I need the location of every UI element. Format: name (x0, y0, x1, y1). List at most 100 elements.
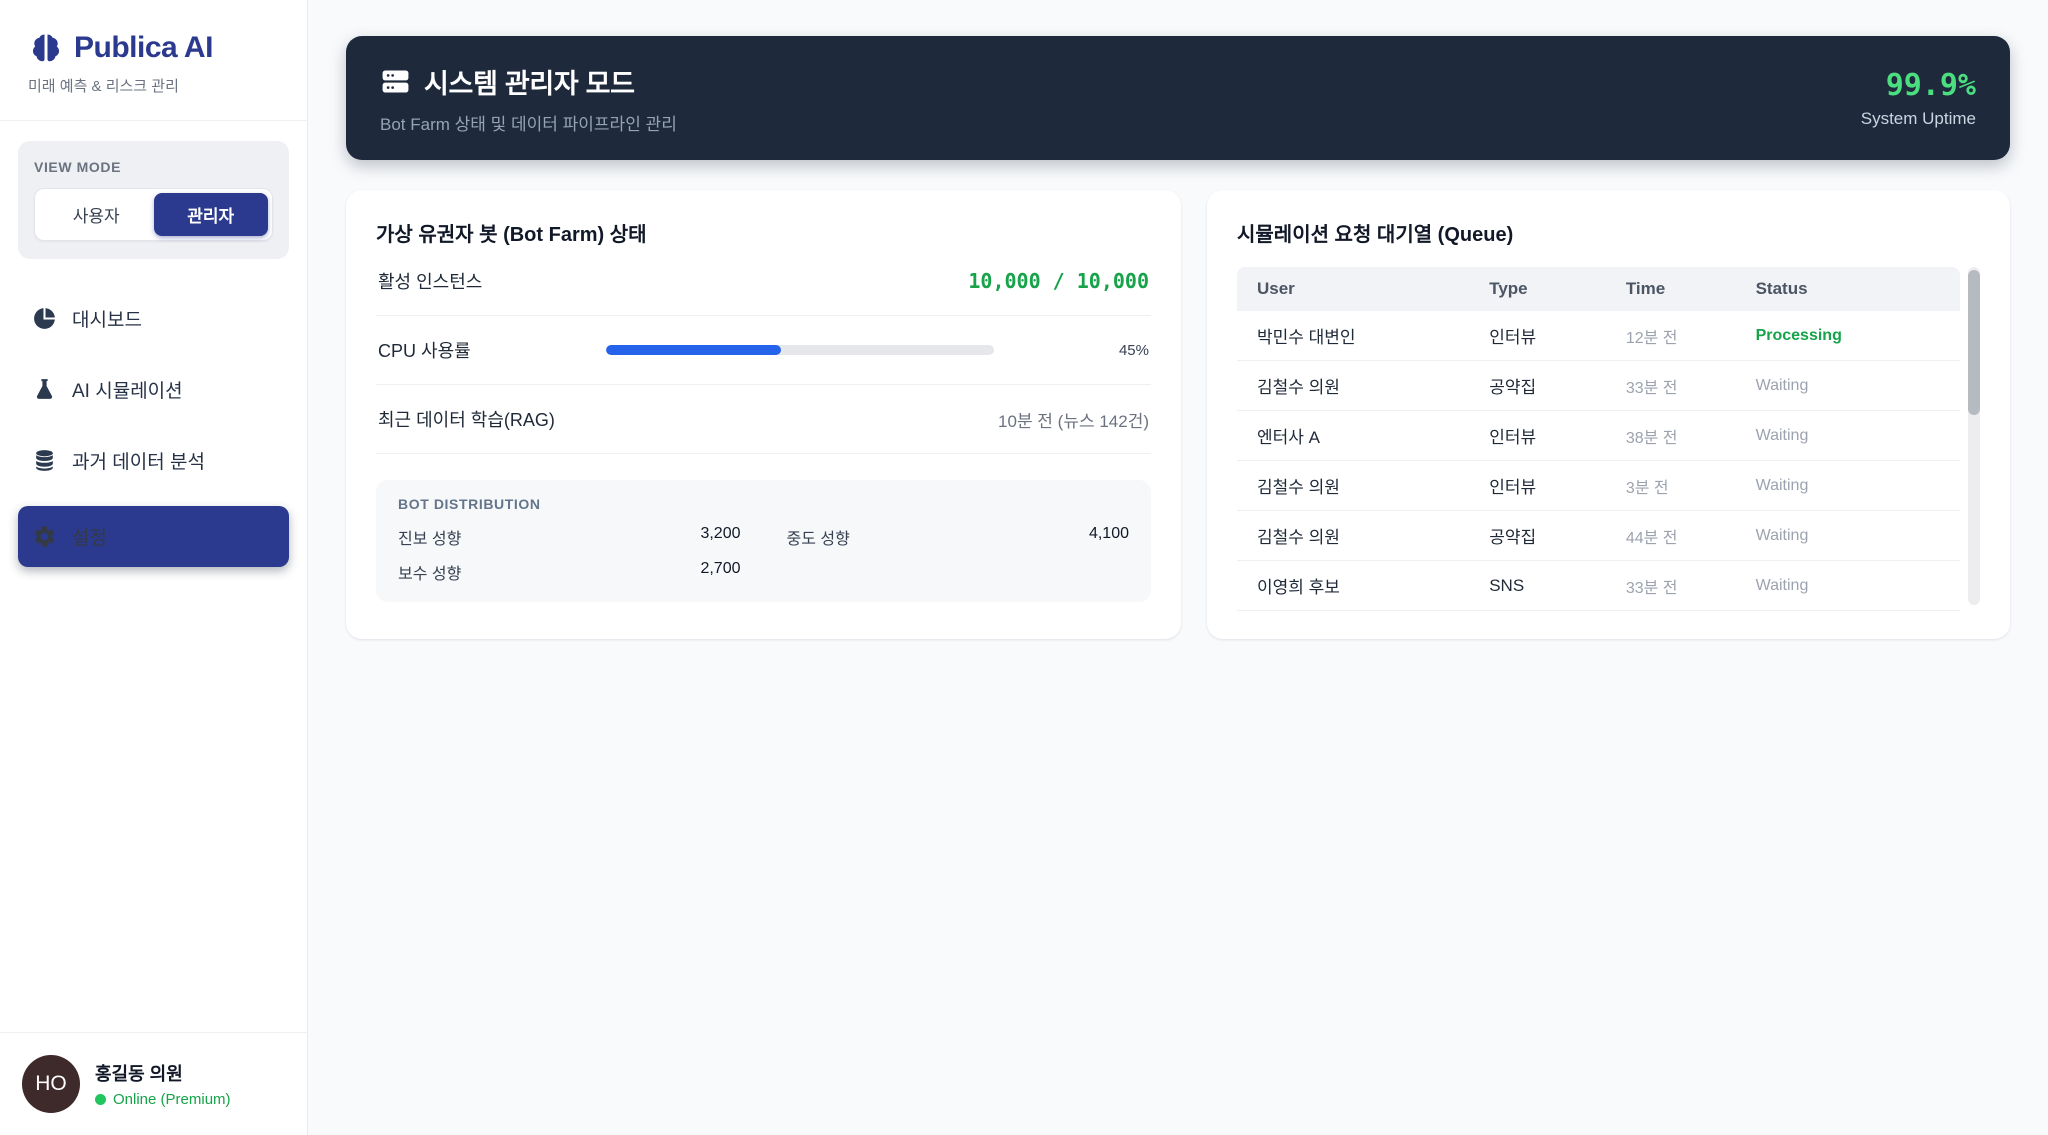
queue-table: User Type Time Status 박민수 대변인 인터뷰 12분 전 … (1237, 267, 1980, 611)
status-badge: Waiting (1755, 426, 1809, 444)
user-section: HO 홍길동 의원 Online (Premium) (0, 1032, 307, 1135)
column-header-user: User (1257, 279, 1295, 298)
sidebar-item-dashboard[interactable]: 대시보드 (18, 293, 289, 344)
table-row: 김철수 의원 인터뷰 3분 전 Waiting (1237, 461, 1960, 511)
sidebar-item-settings[interactable]: 설정 (18, 506, 289, 567)
user-status-label: Online (Premium) (113, 1091, 231, 1108)
flask-icon (32, 377, 57, 402)
distribution-value: 2,700 (700, 560, 741, 577)
cpu-percent-value: 45% (1118, 341, 1149, 359)
brain-icon (28, 30, 64, 66)
status-badge: Waiting (1755, 526, 1809, 544)
stat-row-rag: 최근 데이터 학습(RAG) 10분 전 (뉴스 142건) (376, 385, 1151, 454)
stat-label: CPU 사용률 (378, 341, 471, 361)
bot-distribution-box: BOT DISTRIBUTION 진보 성향 3,200 중도 성향 4,100… (376, 480, 1151, 602)
view-mode-label: VIEW MODE (34, 159, 122, 175)
stat-label: 최근 데이터 학습(RAG) (378, 410, 555, 430)
distribution-value: 4,100 (1088, 525, 1129, 542)
table-row: 엔터사 A 인터뷰 38분 전 Waiting (1237, 411, 1960, 461)
queue-type: 공약집 (1489, 528, 1537, 547)
sidebar-item-ai-simulation[interactable]: AI 시뮬레이션 (18, 364, 289, 415)
distribution-item-conservative: 보수 성향 2,700 (398, 560, 741, 584)
queue-type: SNS (1489, 575, 1525, 595)
sidebar-nav: 대시보드 AI 시뮬레이션 과거 데이터 분석 (0, 267, 307, 593)
queue-user: 김철수 의원 (1257, 478, 1340, 497)
table-row: 이영희 후보 SNS 33분 전 Waiting (1237, 561, 1960, 611)
queue-time: 44분 전 (1625, 529, 1678, 547)
distribution-label: 보수 성향 (398, 566, 462, 583)
sidebar-item-label: 설정 (72, 528, 107, 549)
pie-chart-icon (32, 306, 57, 331)
table-row: 김철수 의원 공약집 44분 전 Waiting (1237, 511, 1960, 561)
gear-icon (32, 524, 57, 549)
table-row: 김철수 의원 공약집 33분 전 Waiting (1237, 361, 1960, 411)
status-badge: Processing (1755, 326, 1842, 344)
page-subtitle: Bot Farm 상태 및 데이터 파이프라인 관리 (380, 114, 677, 134)
status-badge: Waiting (1755, 576, 1809, 594)
queue-time: 33분 전 (1625, 379, 1678, 397)
server-icon (380, 66, 411, 97)
queue-user: 김철수 의원 (1257, 528, 1340, 547)
cpu-progress-bar (606, 345, 994, 355)
sidebar-item-label: 과거 데이터 분석 (72, 452, 205, 473)
status-badge: Waiting (1755, 376, 1809, 394)
admin-mode-banner: 시스템 관리자 모드 Bot Farm 상태 및 데이터 파이프라인 관리 99… (346, 36, 2010, 160)
table-row: 박민수 대변인 인터뷰 12분 전 Processing (1237, 311, 1960, 361)
queue-scrollbar-track (1968, 267, 1980, 605)
queue-type: 인터뷰 (1489, 428, 1537, 447)
stat-row-cpu-usage: CPU 사용률 45% (376, 316, 1151, 385)
uptime-value: 99.9% (1885, 67, 1976, 103)
queue-user: 이영희 후보 (1257, 578, 1340, 597)
column-header-type: Type (1489, 279, 1528, 298)
distribution-label: 진보 성향 (398, 531, 462, 548)
sidebar-item-label: AI 시뮬레이션 (72, 381, 183, 402)
queue-type: 공약집 (1489, 378, 1537, 397)
user-status: Online (Premium) (95, 1091, 231, 1108)
stat-label: 활성 인스턴스 (378, 272, 483, 292)
avatar: HO (22, 1055, 80, 1113)
online-status-dot (95, 1094, 106, 1105)
distribution-item-progressive: 진보 성향 3,200 (398, 525, 741, 549)
cpu-progress-fill (606, 345, 781, 355)
queue-time: 38분 전 (1625, 429, 1678, 447)
queue-time: 12분 전 (1625, 329, 1678, 347)
rag-value: 10분 전 (뉴스 142건) (998, 411, 1149, 431)
view-mode-card: VIEW MODE 사용자 관리자 (18, 141, 289, 259)
main-content: 시스템 관리자 모드 Bot Farm 상태 및 데이터 파이프라인 관리 99… (308, 0, 2048, 1135)
brand-name: Publica AI (74, 31, 213, 64)
sidebar: Publica AI 미래 예측 & 리스크 관리 VIEW MODE 사용자 … (0, 0, 308, 1135)
queue-table-header: User Type Time Status (1237, 267, 1960, 311)
queue-card: 시뮬레이션 요청 대기열 (Queue) User Type Time Stat… (1207, 190, 2010, 639)
queue-time: 33분 전 (1625, 579, 1678, 597)
uptime-label: System Uptime (1860, 108, 1976, 128)
page-title: 시스템 관리자 모드 (424, 68, 635, 99)
queue-title: 시뮬레이션 요청 대기열 (Queue) (1237, 224, 1514, 246)
active-instances-value: 10,000 / 10,000 (968, 269, 1149, 293)
queue-user: 엔터사 A (1257, 428, 1320, 447)
column-header-time: Time (1625, 279, 1666, 298)
brand-tagline: 미래 예측 & 리스크 관리 (28, 78, 179, 95)
bot-distribution-title: BOT DISTRIBUTION (398, 496, 541, 512)
distribution-item-moderate: 중도 성향 4,100 (787, 525, 1130, 549)
status-badge: Waiting (1755, 476, 1809, 494)
column-header-status: Status (1755, 279, 1808, 298)
view-mode-toggle: 사용자 관리자 (34, 188, 273, 241)
view-mode-option-user[interactable]: 사용자 (72, 207, 120, 226)
queue-user: 김철수 의원 (1257, 378, 1340, 397)
queue-type: 인터뷰 (1489, 478, 1537, 497)
queue-scrollbar-thumb[interactable] (1968, 270, 1980, 416)
queue-user: 박민수 대변인 (1257, 328, 1356, 347)
sidebar-item-data-analysis[interactable]: 과거 데이터 분석 (18, 435, 289, 486)
distribution-label: 중도 성향 (786, 531, 850, 548)
bot-farm-title: 가상 유권자 봇 (Bot Farm) 상태 (376, 224, 647, 246)
queue-type: 인터뷰 (1489, 328, 1537, 347)
stat-row-active-instances: 활성 인스턴스 10,000 / 10,000 (376, 247, 1151, 316)
distribution-value: 3,200 (700, 525, 741, 542)
queue-time: 3분 전 (1625, 479, 1669, 497)
sidebar-item-label: 대시보드 (72, 310, 142, 331)
logo-section: Publica AI 미래 예측 & 리스크 관리 (0, 0, 307, 121)
bot-farm-card: 가상 유권자 봇 (Bot Farm) 상태 활성 인스턴스 10,000 / … (346, 190, 1181, 639)
database-icon (32, 448, 57, 473)
user-name: 홍길동 의원 (95, 1064, 183, 1084)
view-mode-option-admin[interactable]: 관리자 (153, 193, 268, 236)
